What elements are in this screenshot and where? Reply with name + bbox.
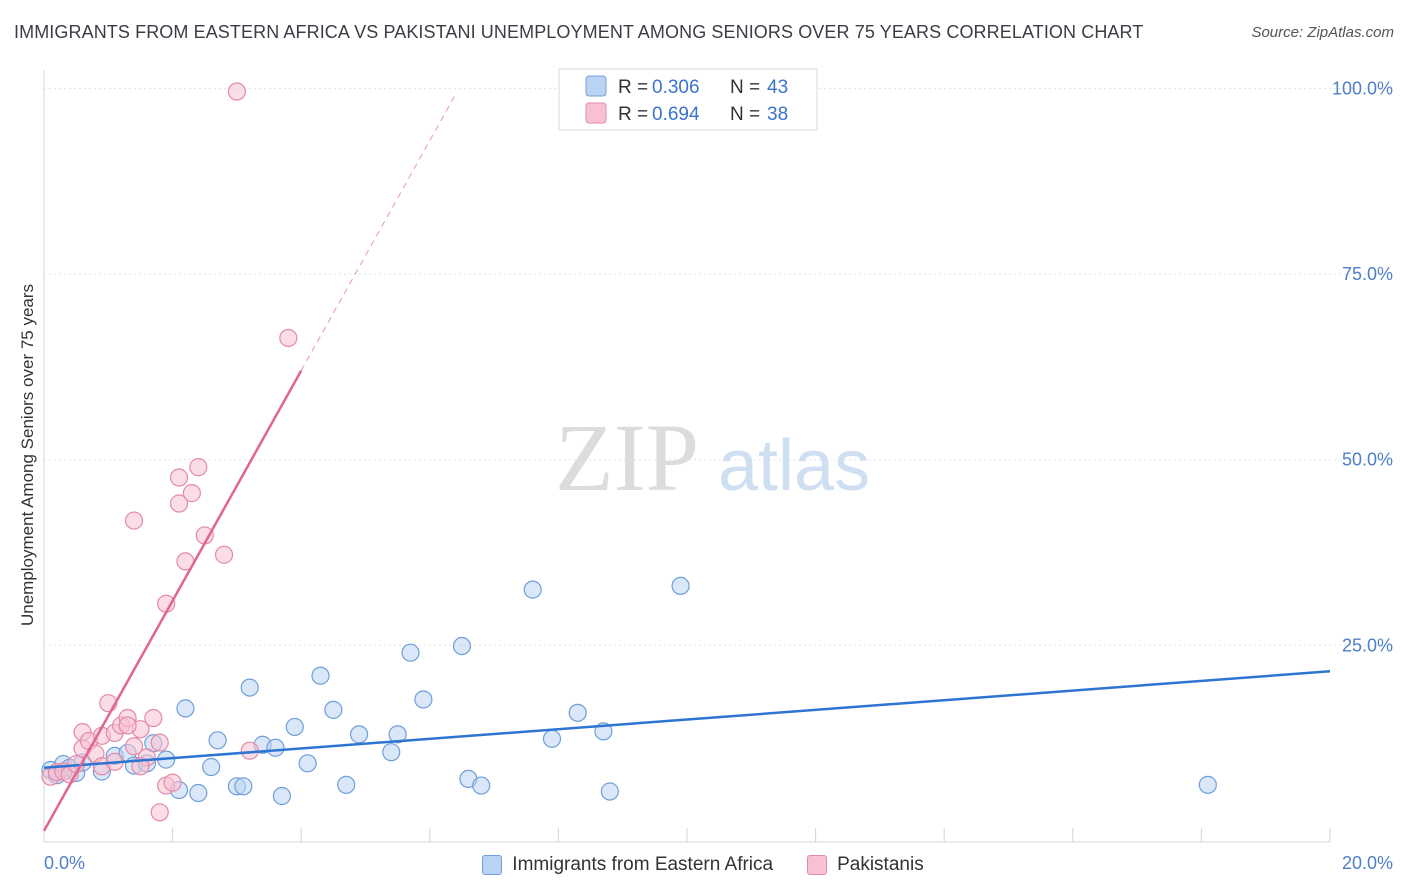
grid-layer — [44, 88, 1392, 646]
point-eastern-africa-15 — [189, 783, 208, 803]
y-tick-label-0: 25.0% — [1342, 635, 1393, 655]
watermark-atlas: atlas — [718, 426, 870, 506]
point-eastern-africa-19 — [234, 777, 253, 796]
point-pakistanis-33 — [279, 328, 298, 348]
y-axis-label: Unemployment Among Seniors over 75 years — [18, 284, 37, 626]
point-eastern-africa-29 — [349, 725, 369, 744]
point-eastern-africa-39 — [568, 703, 587, 722]
point-pakistanis-16 — [124, 737, 144, 756]
point-eastern-africa-14 — [176, 699, 195, 718]
point-pakistanis-26 — [169, 468, 189, 487]
trend-line-eastern-africa — [43, 670, 1331, 770]
tick-layer: 25.0% 50.0% 75.0% 100.0% 0.0% 20.0% — [44, 79, 1393, 873]
point-pakistanis-20 — [144, 708, 163, 728]
watermark: ZIP atlas — [555, 404, 870, 511]
legend-n-label-pink: N = — [730, 104, 760, 125]
chart-source: Source: ZipAtlas.com — [1251, 24, 1394, 41]
bottom-legend: Immigrants from Eastern Africa Pakistani… — [0, 850, 1406, 880]
chart-title: IMMIGRANTS FROM EASTERN AFRICA VS PAKIST… — [14, 22, 1144, 42]
legend-r-label-pink: R = — [618, 104, 648, 125]
legend-n-value-blue: 43 — [767, 77, 788, 98]
x-tick-label-1: 20.0% — [1342, 853, 1393, 873]
point-pakistanis-37 — [118, 716, 137, 735]
point-eastern-africa-23 — [272, 786, 292, 806]
point-pakistanis-34 — [150, 803, 169, 822]
legend-r-value-blue: 0.306 — [652, 77, 700, 98]
legend-r-value-pink: 0.694 — [652, 104, 700, 125]
legend-r-label-blue: R = — [618, 77, 648, 98]
point-pakistanis-17 — [124, 511, 144, 530]
y-tick-label-3: 100.0% — [1332, 79, 1393, 99]
legend-n-value-pink: 38 — [767, 104, 788, 125]
legend-swatch-pakistanis — [807, 855, 828, 875]
point-pakistanis-21 — [150, 733, 169, 752]
legend-swatch-blue — [585, 75, 607, 97]
legend-swatch-eastern-africa — [482, 855, 503, 875]
point-eastern-africa-28 — [337, 775, 356, 794]
point-eastern-africa-37 — [523, 580, 542, 599]
point-pakistanis-31 — [227, 82, 246, 101]
point-pakistanis-35 — [189, 458, 208, 477]
point-eastern-africa-27 — [324, 700, 343, 719]
point-eastern-africa-32 — [401, 643, 420, 662]
trend-line-pakistanis — [42, 370, 303, 832]
point-eastern-africa-22 — [266, 738, 285, 757]
y-tick-label-2: 75.0% — [1342, 264, 1393, 284]
point-eastern-africa-17 — [208, 731, 227, 750]
point-eastern-africa-33 — [414, 690, 433, 709]
legend-n-label-blue: N = — [730, 77, 760, 98]
point-eastern-africa-34 — [452, 636, 472, 656]
trend-line-pakistanis-extension — [300, 94, 456, 371]
legend-label-pakistanis: Pakistanis — [837, 854, 924, 875]
legend-swatch-pink — [585, 102, 607, 124]
x-tick-label-0: 0.0% — [44, 853, 85, 873]
point-pakistanis-28 — [182, 484, 201, 503]
trend-layer — [42, 94, 1331, 832]
point-eastern-africa-43 — [1198, 775, 1217, 794]
point-eastern-africa-16 — [202, 757, 221, 777]
point-eastern-africa-30 — [382, 743, 401, 762]
point-eastern-africa-20 — [240, 678, 259, 697]
point-eastern-africa-42 — [671, 576, 690, 596]
point-eastern-africa-31 — [388, 725, 407, 744]
point-eastern-africa-26 — [311, 666, 330, 685]
legend-item-pakistanis: Pakistanis — [807, 854, 924, 876]
point-eastern-africa-25 — [298, 754, 317, 773]
point-eastern-africa-38 — [542, 729, 562, 748]
legend-box: R = 0.306 N = 43 R = 0.694 N = 38 — [558, 68, 818, 131]
point-eastern-africa-24 — [285, 717, 304, 737]
watermark-zip: ZIP — [555, 404, 699, 511]
point-eastern-africa-36 — [472, 776, 491, 795]
y-tick-label-1: 50.0% — [1342, 450, 1393, 470]
legend-label-eastern-africa: Immigrants from Eastern Africa — [512, 854, 774, 875]
legend-item-eastern-africa: Immigrants from Eastern Africa — [482, 854, 773, 876]
point-pakistanis-24 — [163, 773, 182, 792]
point-eastern-africa-41 — [600, 782, 619, 801]
point-pakistanis-30 — [214, 545, 234, 564]
point-pakistanis-25 — [169, 494, 189, 513]
